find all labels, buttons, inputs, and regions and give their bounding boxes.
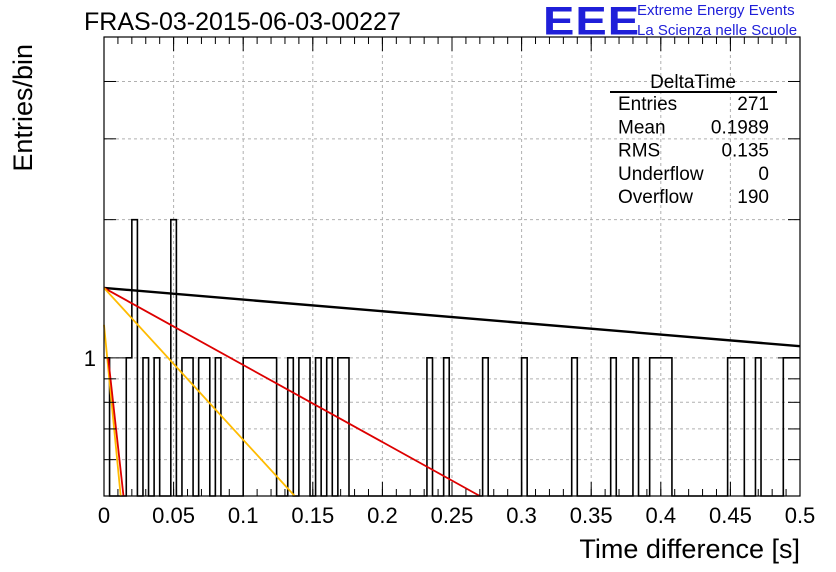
y-axis-label: Entries/bin — [8, 44, 38, 172]
x-tick-label: 0.2 — [367, 503, 398, 528]
brand-line-2: La Scienza nelle Scuole — [637, 22, 798, 39]
stats-label: Underflow — [618, 164, 704, 185]
fit-line-orange — [103, 324, 122, 497]
x-tick-label: 0 — [98, 503, 110, 528]
y-tick-labels: 1 — [84, 346, 96, 371]
stats-value: 271 — [737, 94, 769, 115]
grid-lines — [104, 36, 800, 496]
run-title: FRAS-03-2015-06-03-00227 — [84, 8, 401, 36]
stats-label: Overflow — [618, 187, 693, 208]
stats-value: 190 — [737, 187, 769, 208]
x-tick-labels: 0 0.05 0.1 0.15 0.2 0.25 0.3 0.35 0.4 0.45 0.5 — [98, 503, 815, 528]
stats-title: DeltaTime — [650, 72, 736, 93]
axis-ticks — [103, 36, 801, 496]
x-tick-label: 0.5 — [785, 503, 816, 528]
fit-lines — [103, 286, 801, 497]
stats-label: RMS — [618, 141, 660, 162]
x-tick-label: 0.1 — [228, 503, 259, 528]
stats-label: Entries — [618, 94, 677, 115]
x-tick-label: 0.4 — [646, 503, 677, 528]
stats-value: 0.135 — [721, 141, 769, 162]
stats-value: 0 — [758, 164, 769, 185]
stats-label: Mean — [618, 117, 666, 138]
x-tick-label: 0.35 — [570, 503, 613, 528]
y-tick-label: 1 — [84, 346, 96, 371]
fit-line-black — [103, 286, 801, 348]
fit-line-red — [107, 357, 125, 497]
fit-line-orange — [103, 287, 296, 497]
x-axis-label: Time difference [s] — [579, 534, 800, 564]
eee-logo: EEE — [543, 0, 641, 43]
x-tick-label: 0.3 — [506, 503, 537, 528]
brand-line-1: Extreme Energy Events — [637, 2, 795, 19]
x-tick-label: 0.15 — [291, 503, 334, 528]
x-tick-label: 0.25 — [431, 503, 474, 528]
fit-line-red — [103, 287, 481, 497]
x-tick-label: 0.45 — [709, 503, 752, 528]
stats-value: 0.1989 — [711, 117, 769, 138]
x-tick-label: 0.05 — [152, 503, 195, 528]
